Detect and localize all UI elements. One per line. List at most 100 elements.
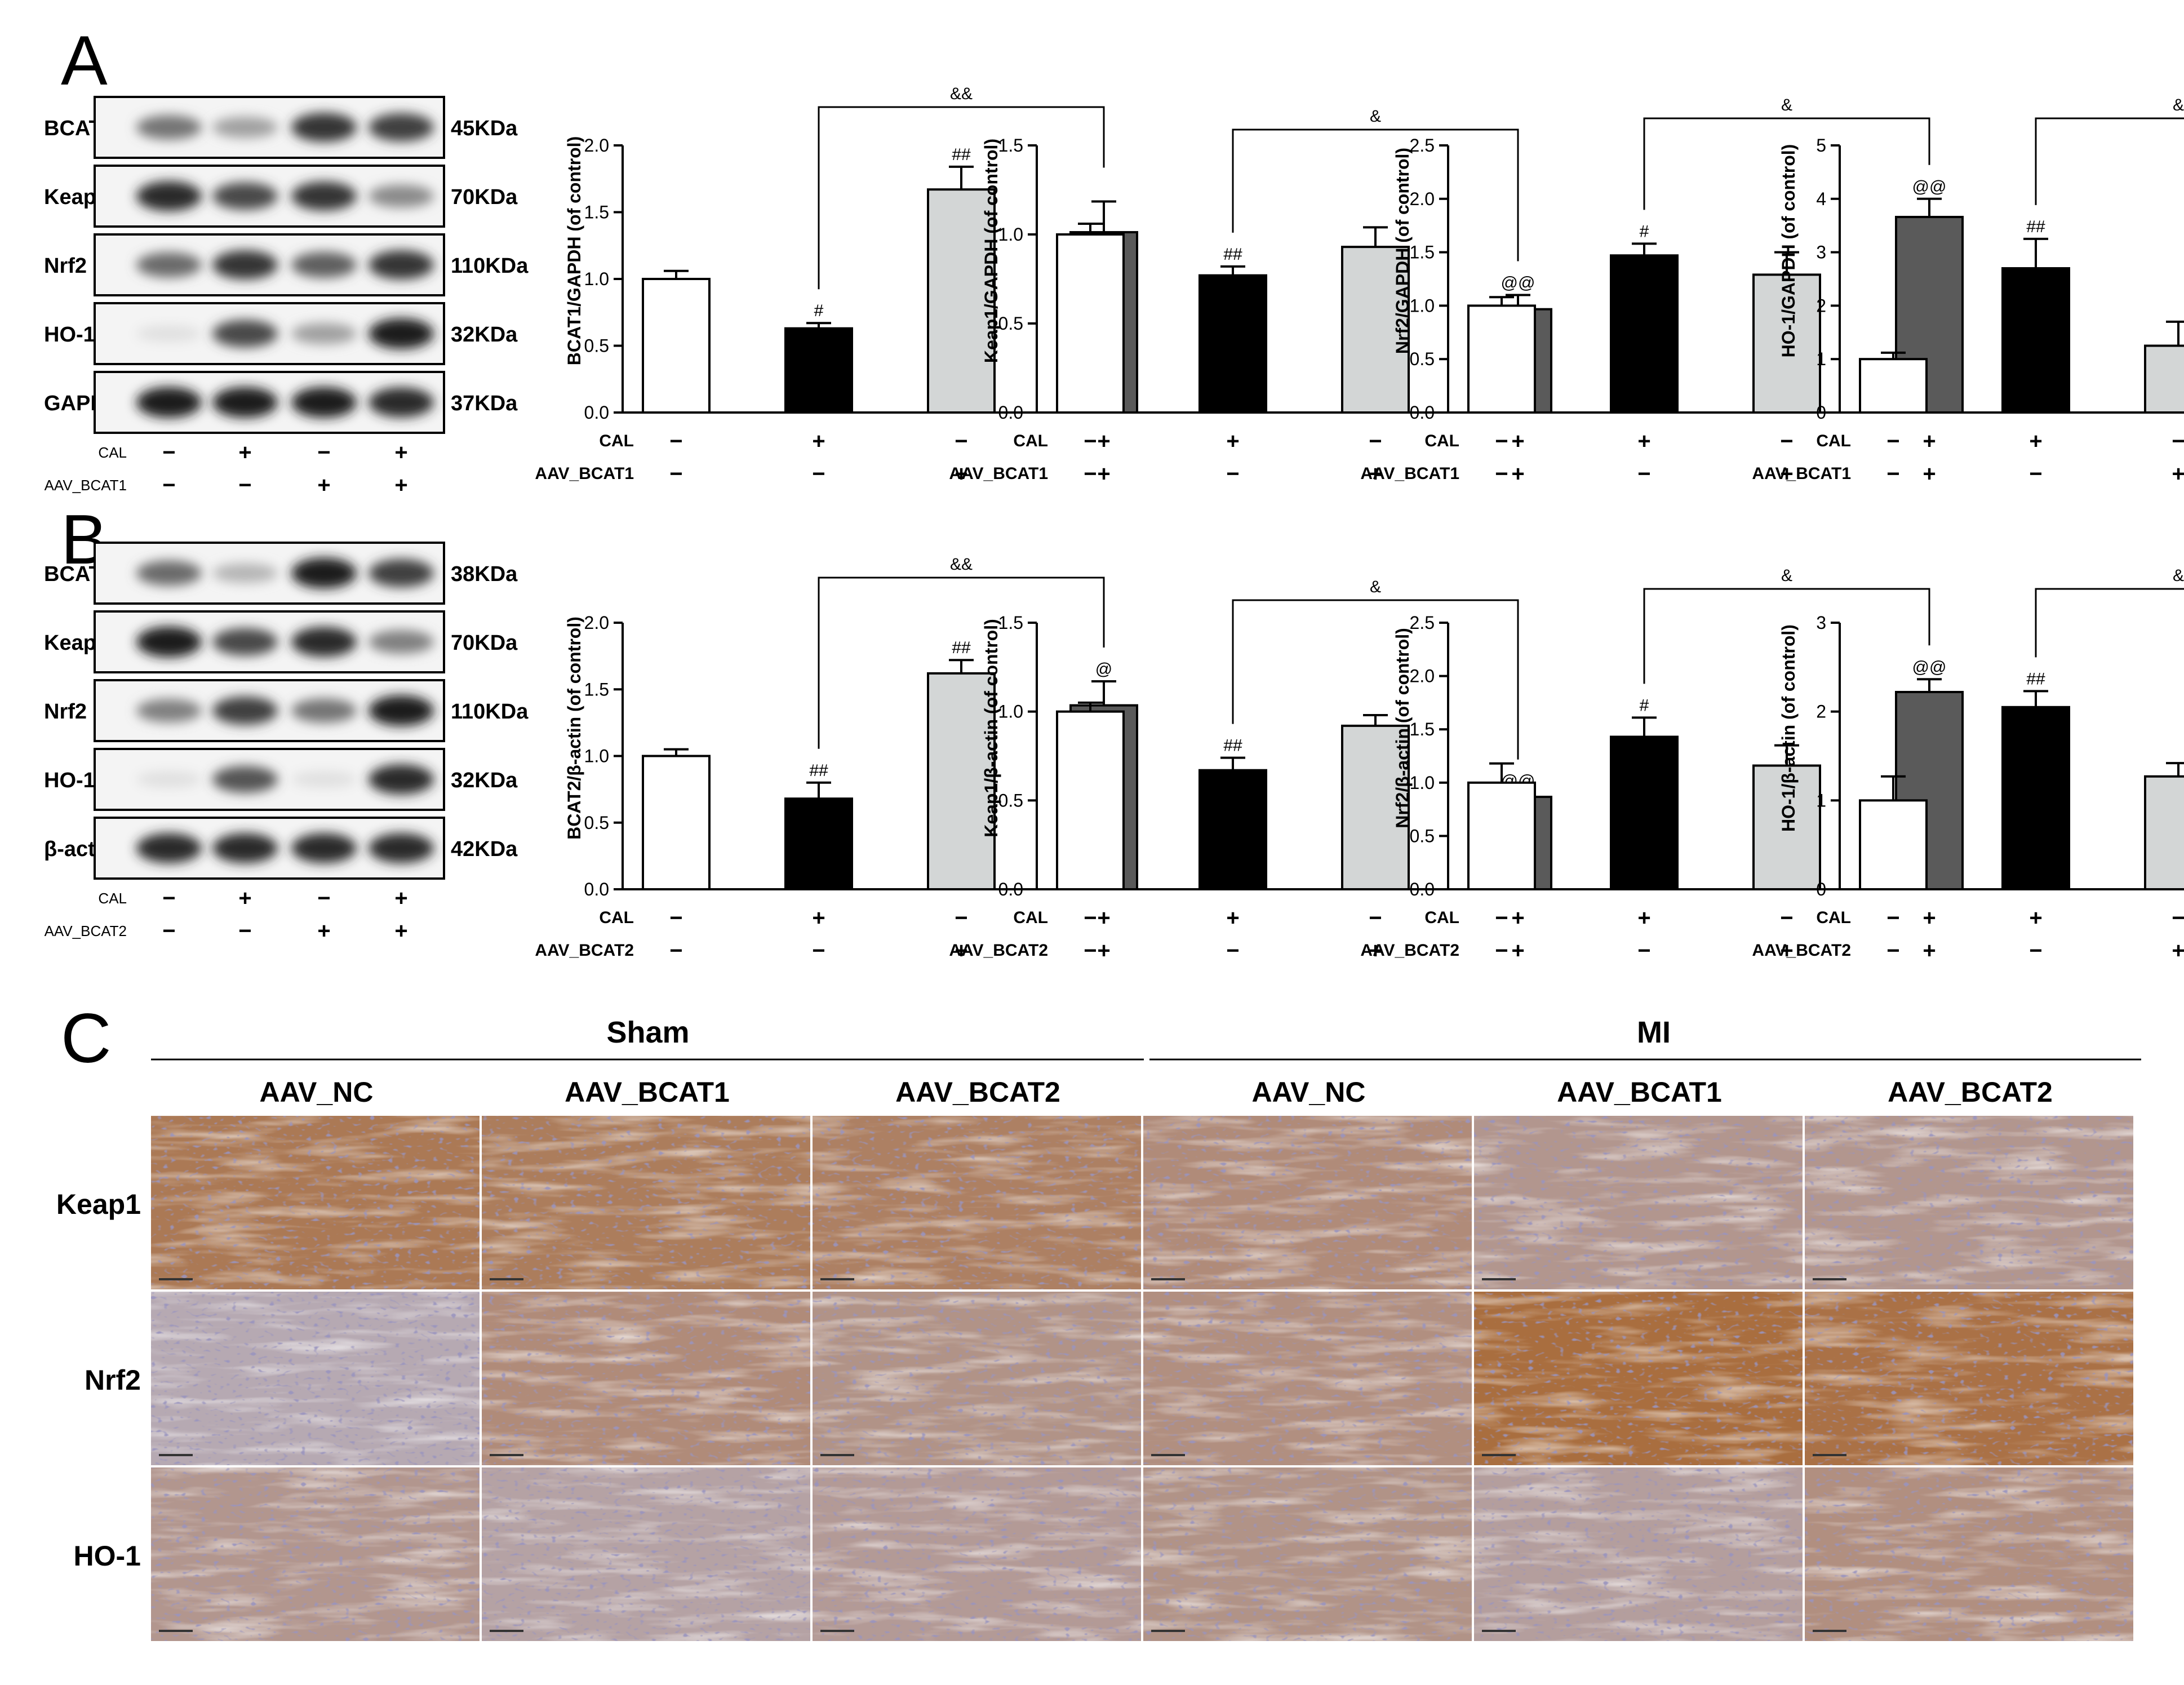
condition-sign: + xyxy=(394,886,407,911)
condition-sign: + xyxy=(1637,906,1650,930)
condition-sign: + xyxy=(1511,429,1524,454)
y-tick-label: 2.0 xyxy=(1410,666,1435,686)
column-header: AAV_NC xyxy=(1252,1076,1366,1108)
blot-band xyxy=(291,557,357,589)
blot-band xyxy=(369,764,434,795)
ihc-image xyxy=(482,1292,810,1465)
bar xyxy=(1198,769,1267,891)
ihc-image xyxy=(482,1116,810,1289)
condition-sign: − xyxy=(669,462,682,486)
significance-marker: # xyxy=(1640,696,1649,715)
blot-band xyxy=(136,115,202,140)
condition-sign: − xyxy=(812,938,825,963)
row-header: Keap1 xyxy=(56,1189,141,1220)
y-tick-label: 0.0 xyxy=(584,879,609,899)
condition-sign: + xyxy=(955,938,967,963)
condition-label: CAL xyxy=(1424,432,1459,450)
y-tick-label: 1.5 xyxy=(584,679,609,699)
y-tick-label: 4 xyxy=(1816,189,1826,209)
y-tick-label: 2 xyxy=(1816,295,1826,316)
condition-sign: − xyxy=(1084,462,1097,486)
y-tick-label: 0.5 xyxy=(584,813,609,833)
blot-size-label: 32KDa xyxy=(451,323,518,347)
condition-label: CAL xyxy=(98,444,127,461)
condition-label: CAL xyxy=(1013,432,1048,450)
blot-band xyxy=(369,833,434,863)
condition-sign: − xyxy=(1084,938,1097,963)
blot-band xyxy=(136,560,202,586)
condition-sign: − xyxy=(162,919,175,943)
comparison-bracket xyxy=(1232,128,1519,261)
condition-sign: + xyxy=(1369,462,1382,486)
y-tick-label: 0.0 xyxy=(998,402,1023,423)
condition-label: CAL xyxy=(98,890,127,907)
ihc-image xyxy=(482,1467,810,1641)
ihc-nuclei xyxy=(1474,1116,1803,1289)
bar xyxy=(642,755,711,890)
ihc-nuclei xyxy=(813,1116,1141,1289)
blot-band xyxy=(291,833,357,863)
bar xyxy=(1752,764,1821,890)
panel-letter-c: C xyxy=(61,1000,112,1077)
condition-sign: − xyxy=(955,429,967,454)
ihc-image xyxy=(1143,1292,1472,1465)
condition-sign: + xyxy=(238,886,251,911)
bar xyxy=(1859,358,1928,414)
ihc-image xyxy=(151,1116,480,1289)
blot-band xyxy=(136,181,202,211)
condition-sign: + xyxy=(1097,429,1110,454)
condition-sign: − xyxy=(1495,429,1508,454)
condition-sign: + xyxy=(317,919,330,943)
blot-size-label: 70KDa xyxy=(451,185,518,209)
y-axis-label: HO-1/GAPDH (of control) xyxy=(1778,144,1799,358)
condition-label: CAL xyxy=(599,908,634,927)
y-tick-label: 1.5 xyxy=(1410,242,1435,263)
blot-band xyxy=(136,325,202,342)
ihc-nuclei xyxy=(151,1116,480,1289)
y-tick-label: 0 xyxy=(1816,879,1826,899)
condition-sign: + xyxy=(1923,938,1936,963)
condition-sign: − xyxy=(1886,938,1899,963)
condition-sign: − xyxy=(1495,906,1508,930)
condition-label: AAV_BCAT1 xyxy=(535,464,634,483)
blot-band xyxy=(136,699,202,722)
condition-sign: − xyxy=(317,440,330,465)
condition-sign: − xyxy=(238,473,251,498)
condition-sign: + xyxy=(812,429,825,454)
y-tick-label: 1.5 xyxy=(1410,719,1435,739)
blot-band xyxy=(369,113,434,142)
blot-protein-label: HO-1 xyxy=(44,323,95,347)
ihc-image xyxy=(813,1292,1141,1465)
blot-band xyxy=(212,387,278,418)
bar xyxy=(784,327,853,414)
bar xyxy=(1752,273,1821,414)
ihc-nuclei xyxy=(1474,1292,1803,1465)
bar xyxy=(927,672,996,890)
condition-sign: + xyxy=(1097,906,1110,930)
blot-band xyxy=(136,387,202,418)
condition-label: AAV_BCAT2 xyxy=(949,941,1048,960)
ihc-image xyxy=(1474,1116,1803,1289)
blot-size-label: 45KDa xyxy=(451,117,518,140)
column-header: AAV_BCAT2 xyxy=(1888,1076,2053,1108)
y-axis-label: BCAT2/β-actin (of control) xyxy=(564,617,584,840)
blot-band xyxy=(212,250,278,280)
ihc-image xyxy=(1143,1467,1472,1641)
condition-sign: − xyxy=(1637,938,1650,963)
ihc-nuclei xyxy=(813,1467,1141,1641)
comparison-bracket xyxy=(1643,588,1930,684)
bar xyxy=(1467,781,1536,891)
bar xyxy=(1859,799,1928,891)
condition-sign: − xyxy=(1886,429,1899,454)
blot-band xyxy=(212,320,278,348)
ihc-image xyxy=(1474,1292,1803,1465)
condition-sign: − xyxy=(1780,429,1793,454)
condition-sign: − xyxy=(1226,462,1239,486)
blot-protein-label: HO-1 xyxy=(44,769,95,792)
condition-sign: + xyxy=(1637,429,1650,454)
significance-marker: ## xyxy=(2026,669,2045,688)
ihc-nuclei xyxy=(151,1467,480,1641)
